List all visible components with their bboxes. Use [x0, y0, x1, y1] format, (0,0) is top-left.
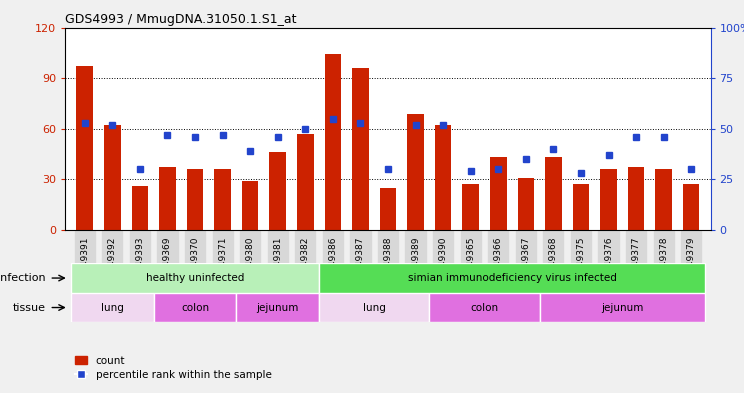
Bar	[655, 169, 672, 230]
Text: simian immunodeficiency virus infected: simian immunodeficiency virus infected	[408, 273, 617, 283]
Bar	[539, 293, 705, 322]
Bar	[319, 263, 705, 293]
Bar	[71, 293, 154, 322]
Bar	[159, 167, 176, 230]
Bar	[214, 169, 231, 230]
Text: lung: lung	[363, 303, 385, 312]
Bar	[434, 125, 452, 230]
Bar	[154, 293, 237, 322]
Bar	[324, 55, 341, 230]
Bar	[352, 68, 369, 230]
Bar	[573, 184, 589, 230]
Text: GDS4993 / MmugDNA.31050.1.S1_at: GDS4993 / MmugDNA.31050.1.S1_at	[65, 13, 297, 26]
Bar	[407, 114, 424, 230]
Bar	[463, 184, 479, 230]
Legend: count, percentile rank within the sample: count, percentile rank within the sample	[71, 351, 276, 384]
Bar	[490, 157, 507, 230]
Text: tissue: tissue	[13, 303, 46, 312]
Bar	[77, 66, 93, 230]
Bar	[600, 169, 617, 230]
Bar	[628, 167, 644, 230]
Text: healthy uninfected: healthy uninfected	[146, 273, 244, 283]
Text: infection: infection	[0, 273, 46, 283]
Text: lung: lung	[101, 303, 124, 312]
Text: colon: colon	[181, 303, 209, 312]
Bar	[187, 169, 203, 230]
Text: colon: colon	[470, 303, 498, 312]
Bar	[379, 188, 397, 230]
Bar	[429, 293, 539, 322]
Bar	[545, 157, 562, 230]
Bar	[683, 184, 699, 230]
Bar	[237, 293, 319, 322]
Text: jejunum: jejunum	[601, 303, 644, 312]
Bar	[242, 181, 258, 230]
Bar	[297, 134, 313, 230]
Bar	[269, 152, 286, 230]
Text: jejunum: jejunum	[257, 303, 299, 312]
Bar	[319, 293, 429, 322]
Bar	[518, 178, 534, 230]
Bar	[104, 125, 121, 230]
Bar	[132, 186, 148, 230]
Bar	[71, 263, 319, 293]
